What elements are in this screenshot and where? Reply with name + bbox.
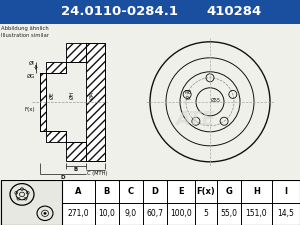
Circle shape [44, 212, 46, 214]
Bar [1, 180, 62, 225]
Text: 151,0: 151,0 [245, 209, 267, 218]
Text: ØI: ØI [29, 61, 35, 66]
Bar [40, 73, 46, 131]
Text: A: A [75, 187, 82, 196]
Text: 60,7: 60,7 [146, 209, 163, 218]
Text: ØH: ØH [70, 90, 75, 99]
Bar [46, 62, 66, 73]
Text: Ø55: Ø55 [211, 98, 221, 103]
Bar [66, 142, 86, 161]
Text: ØA: ØA [90, 91, 95, 99]
Text: I: I [284, 187, 287, 196]
Text: B: B [74, 167, 78, 172]
Text: D: D [151, 187, 158, 196]
Bar [66, 43, 86, 62]
Text: D: D [61, 175, 65, 180]
Text: G: G [226, 187, 232, 196]
Text: 410284: 410284 [206, 5, 262, 18]
Text: 14,5: 14,5 [278, 209, 294, 218]
Text: F(x): F(x) [197, 187, 215, 196]
Text: H: H [253, 187, 260, 196]
Text: 271,0: 271,0 [68, 209, 89, 218]
Text: C: C [128, 187, 134, 196]
Text: F(x): F(x) [24, 107, 35, 112]
Text: 10,0: 10,0 [98, 209, 115, 218]
Text: B: B [103, 187, 110, 196]
Bar [86, 43, 105, 161]
Text: 100,0: 100,0 [170, 209, 192, 218]
Text: 5: 5 [204, 209, 208, 218]
Text: 55,0: 55,0 [220, 209, 238, 218]
Bar [46, 131, 66, 142]
Text: M8
2x: M8 2x [184, 90, 191, 101]
Text: 9,0: 9,0 [125, 209, 137, 218]
Text: Abbildung ähnlich
Illustration similar: Abbildung ähnlich Illustration similar [1, 26, 49, 38]
Text: 24.0110-0284.1: 24.0110-0284.1 [61, 5, 178, 18]
Text: ØE: ØE [50, 91, 55, 99]
Text: E: E [178, 187, 184, 196]
Text: C (MTH): C (MTH) [87, 171, 107, 176]
Text: ATE: ATE [175, 110, 215, 129]
Text: ØG: ØG [26, 74, 35, 79]
